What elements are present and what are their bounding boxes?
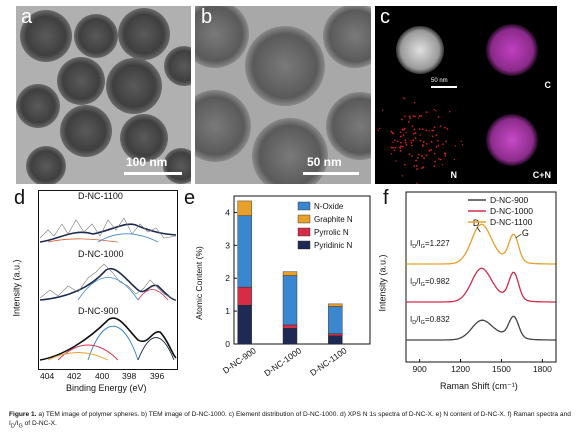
- bar-category-D-NC-900: D-NC-900: [221, 345, 258, 375]
- panel-letter-d: d: [14, 187, 26, 209]
- bar-D-NC-1000-pyridinic-n: [282, 328, 298, 345]
- scale-bar-label-c: 50 nm: [431, 78, 448, 84]
- raman-chart: 900 1200 1500 1800 ID/IG=0.832 ID/IG=0.982 ID/…: [405, 191, 557, 374]
- bar-D-NC-1100-n-oxide: [328, 306, 343, 335]
- raman-peak-g-label: G: [522, 228, 529, 238]
- raman-peak-d-label: D: [473, 218, 480, 228]
- panel-letter-b: b: [201, 6, 213, 28]
- bar-ytick-0: 0: [225, 339, 230, 349]
- raman-ratio-D-NC-1100: ID/IG=1.227: [410, 239, 450, 250]
- bar-plot-frame: [233, 195, 371, 345]
- xps-xtick-402: 402: [67, 371, 82, 381]
- panel-a-tem-image: a 100 nm: [16, 6, 191, 184]
- xps-spectrum-label-1000: D-NC-1000: [78, 249, 124, 259]
- xps-plot: [38, 190, 178, 370]
- xps-spectrum-label-1100: D-NC-1100: [78, 191, 123, 201]
- figure-caption: Figure 1. a) TEM image of polymer sphere…: [9, 410, 575, 431]
- bar-ytick-4: 4: [225, 207, 230, 217]
- panel-letter-c: c: [380, 6, 390, 28]
- bar-D-NC-1000-pyrrolic-n: [282, 324, 298, 329]
- tem-image-b-particles: [195, 6, 371, 184]
- scale-bar-b: [303, 172, 359, 175]
- raman-legend-label-D-NC-1100: D-NC-1100: [490, 217, 533, 227]
- legend-label-graphite-n: Graphite N: [314, 215, 353, 224]
- bar-D-NC-900-n-oxide: [237, 215, 252, 288]
- bar-chart: 0 1 2 3 4 D-NC-900 D-NC-1000 D-NC-1100 N-Oxide Gr…: [221, 195, 371, 378]
- xps-xtick-396: 396: [150, 371, 165, 381]
- xps-xlabel: Binding Energy (eV): [66, 383, 147, 393]
- raman-line-D-NC-1000: [406, 267, 556, 303]
- panel-letter-f: f: [383, 187, 389, 209]
- xps-xtick-398: 398: [122, 371, 137, 381]
- panel-c-element-maps: c 50 nm C N C+N: [375, 6, 557, 184]
- bar-category-D-NC-1100: D-NC-1100: [308, 345, 349, 378]
- legend-swatch-pyridinic-n: [297, 240, 311, 250]
- scale-bar-c: [431, 86, 457, 88]
- raman-plot-frame: [405, 191, 557, 363]
- nitrogen-map: N: [375, 96, 465, 184]
- bar-D-NC-1100-graphite-n: [328, 303, 343, 307]
- raman-xtick-900: 900: [413, 364, 427, 374]
- map-label-c: C: [544, 80, 552, 90]
- haadf-image: c 50 nm: [375, 6, 465, 94]
- bar-category-D-NC-1000: D-NC-1000: [262, 345, 303, 378]
- raman-xtick-1800: 1800: [533, 364, 552, 374]
- caption-mid: /I: [14, 420, 19, 427]
- bar-D-NC-1000-n-oxide: [282, 275, 298, 326]
- legend-swatch-graphite-n: [297, 214, 311, 224]
- raman-xtick-1500: 1500: [492, 364, 511, 374]
- raman-legend-label-D-NC-1000: D-NC-1000: [490, 206, 533, 216]
- panel-letter-e: e: [184, 187, 196, 209]
- caption-text: a) TEM image of polymer spheres. b) TEM …: [9, 411, 571, 427]
- carbon-nitrogen-map: C+N: [467, 96, 557, 184]
- bar-D-NC-900-graphite-n: [237, 200, 252, 216]
- raman-line-D-NC-900: [406, 315, 556, 341]
- caption-sub-d: D: [10, 423, 15, 430]
- legend-swatch-pyrrolic-n: [297, 227, 311, 237]
- scale-bar-label-b: 50 nm: [307, 155, 342, 169]
- xps-spectrum-label-900: D-NC-900: [78, 306, 119, 316]
- legend-label-pyrrolic-n: Pyrrolic N: [314, 228, 349, 237]
- panel-letter-a: a: [21, 6, 33, 28]
- legend-label-pyridinic-n: Pyridinic N: [314, 241, 352, 250]
- raman-line-D-NC-1100: [406, 223, 556, 265]
- xps-xtick-400: 400: [95, 371, 110, 381]
- raman-xlabel: Raman Shift (cm⁻¹): [440, 381, 518, 391]
- scale-bar-a: [124, 172, 182, 175]
- caption-figure-number: Figure 1.: [9, 411, 37, 418]
- bar-ytick-2: 2: [225, 273, 230, 283]
- xps-xtick-404: 404: [40, 371, 55, 381]
- legend-label-n-oxide: N-Oxide: [314, 202, 344, 211]
- bar-D-NC-900-pyrrolic-n: [237, 286, 252, 306]
- panel-b-tem-image: b 50 nm: [195, 6, 371, 184]
- map-label-cn: C+N: [532, 170, 551, 180]
- caption-end: of D-NC-X.: [22, 420, 57, 427]
- legend-swatch-n-oxide: [297, 201, 311, 211]
- bar-ytick-3: 3: [225, 240, 230, 250]
- bar-D-NC-900-pyridinic-n: [237, 304, 252, 345]
- bar-D-NC-1100-pyrrolic-n: [328, 333, 343, 336]
- carbon-map: C: [467, 6, 557, 94]
- raman-ratio-D-NC-1000: ID/IG=0.982: [410, 277, 450, 288]
- raman-ylabel: Intensity (a.u.): [377, 254, 388, 312]
- raman-legend-label-D-NC-900: D-NC-900: [490, 195, 529, 205]
- xps-ylabel: Intensity (a.u.): [11, 259, 22, 317]
- raman-ratio-D-NC-900: ID/IG=0.832: [410, 315, 450, 326]
- map-label-n: N: [450, 170, 458, 180]
- bar-D-NC-1000-graphite-n: [282, 271, 298, 276]
- bar-ytick-1: 1: [225, 306, 230, 316]
- scale-bar-label-a: 100 nm: [126, 155, 168, 169]
- caption-sub-g: G: [18, 423, 23, 430]
- tem-image-a-particles: [16, 6, 191, 184]
- bar-D-NC-1100-pyridinic-n: [328, 335, 343, 345]
- raman-xtick-1200: 1200: [451, 364, 470, 374]
